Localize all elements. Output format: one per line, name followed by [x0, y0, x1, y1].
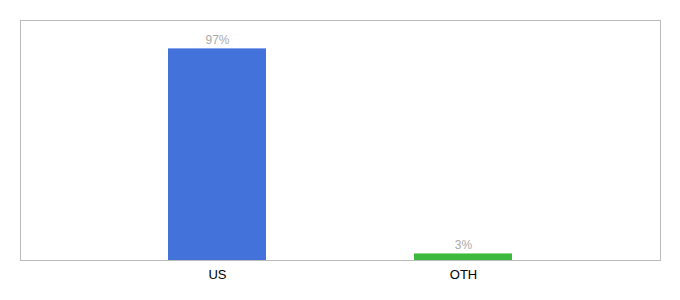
svg-text:OTH: OTH [450, 267, 477, 282]
svg-text:US: US [208, 267, 226, 282]
svg-text:97%: 97% [205, 33, 229, 47]
svg-text:3%: 3% [455, 238, 473, 252]
